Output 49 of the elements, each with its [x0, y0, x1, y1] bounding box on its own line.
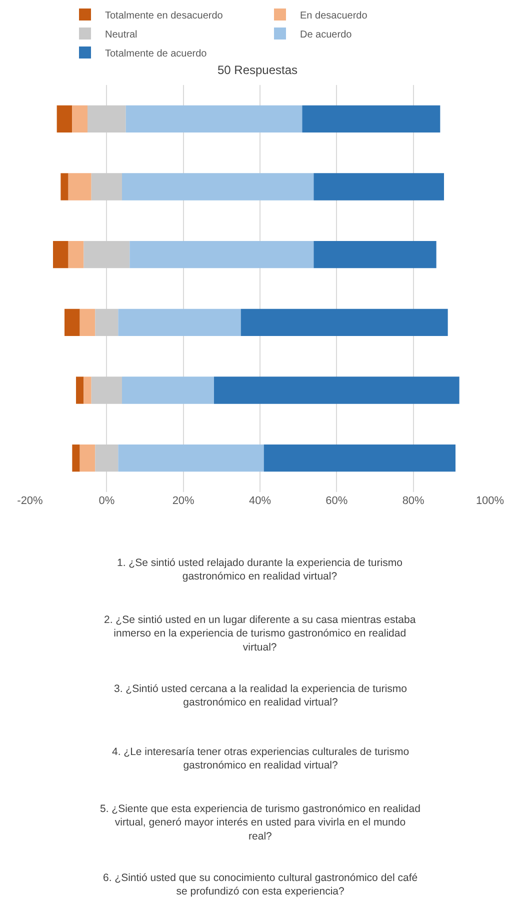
legend-label: En desacuerdo: [300, 10, 368, 22]
bar: [122, 376, 214, 404]
text: 3. ¿Sintió usted cercana a la realidad la experiencia de turismo gastronómico en realidad virtual?: [114, 683, 408, 709]
bar: [302, 105, 440, 132]
bar: [60, 173, 68, 200]
text: 2. ¿Se sintió usted en un lugar diferente a su casa mientras estaba inmerso en la experiencia de turismo gastronómico en realidad virtual?: [104, 614, 416, 654]
chart-title: 50 Respuestas: [217, 63, 298, 78]
bar: [95, 444, 118, 472]
bar: [64, 308, 80, 336]
x-tick-label: 100%: [476, 495, 504, 507]
bar: [76, 376, 84, 404]
bar: [80, 444, 96, 472]
text: 4. ¿Le interesaría tener otras experiencias culturales de turismo gastronómico en realidad virtual?: [112, 746, 410, 772]
bar: [122, 173, 314, 200]
bar: [88, 105, 126, 132]
x-tick-label: 40%: [248, 495, 272, 507]
bar: [56, 105, 72, 132]
bar: [68, 173, 92, 200]
legend-label: Neutral: [105, 29, 138, 40]
legend-label: Totalmente en desacuerdo: [105, 10, 224, 22]
bar: [264, 444, 456, 472]
bar: [72, 444, 80, 472]
text: 6. ¿Sintió usted que su conocimiento cultural gastronómico del café se profundizó con esta experiencia?: [103, 872, 418, 898]
bar: [72, 105, 88, 132]
x-tick-label: -20%: [17, 495, 44, 507]
bar: [68, 241, 84, 268]
x-tick-label: 80%: [402, 495, 425, 507]
bar: [240, 308, 448, 336]
bar: [95, 308, 118, 336]
legend-label: De acuerdo: [300, 29, 352, 40]
text: 1. ¿Se sintió usted relajado durante la experiencia de turismo gastronómico en realidad virtual?: [117, 557, 403, 583]
bar: [91, 376, 122, 404]
bar: [84, 376, 92, 404]
bar: [314, 241, 436, 268]
bar: [126, 105, 302, 132]
legend-label: Totalmente de acuerdo: [105, 48, 208, 60]
x-tick-label: 20%: [172, 495, 195, 507]
bar: [80, 308, 96, 336]
x-tick-label: 60%: [326, 495, 348, 507]
bar: [84, 241, 130, 268]
text: 5. ¿Siente que esta experiencia de turismo gastronómico en realidad virtual, generó mayor interés en usted para vivirla en el mundo real?: [100, 803, 421, 842]
bar: [91, 173, 122, 200]
bar: [314, 173, 444, 200]
bar: [118, 308, 241, 336]
bar: [53, 241, 68, 268]
x-tick-label: 0%: [98, 495, 115, 507]
bar: [214, 376, 460, 404]
bar: [118, 444, 264, 472]
bar: [130, 241, 314, 268]
